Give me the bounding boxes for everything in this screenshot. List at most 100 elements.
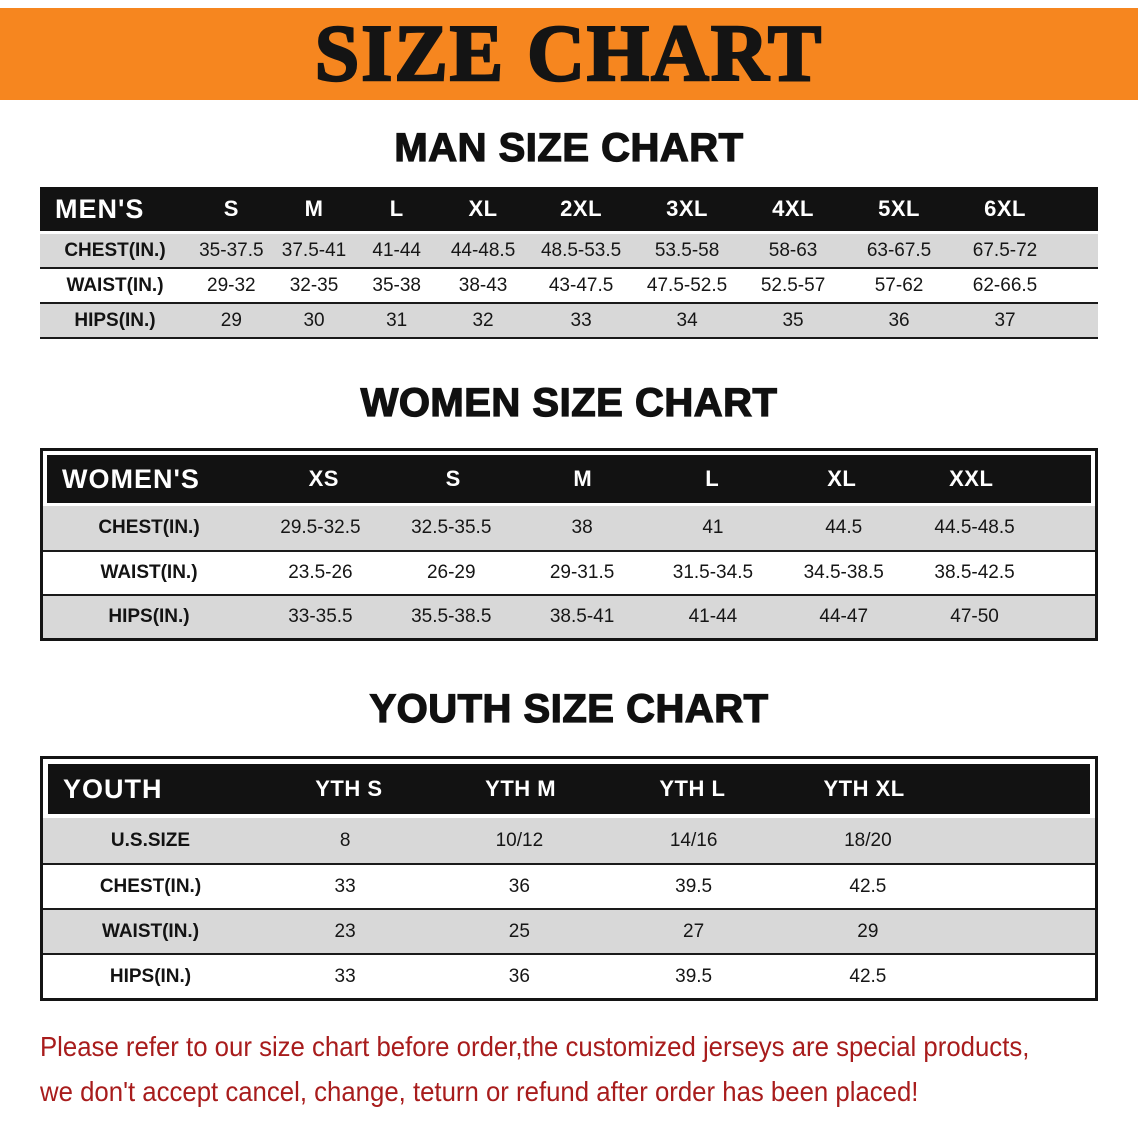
table-row: HIPS(IN.) 33-35.5 35.5-38.5 38.5-41 41-44 44-… — [43, 594, 1095, 638]
value-cell: 35-37.5 — [199, 239, 264, 261]
value-cell: 34 — [676, 309, 698, 331]
table-header-row: WOMEN'S XS S M L XL XXL — [47, 455, 1091, 503]
value-cell: 63-67.5 — [866, 239, 932, 261]
value-cell: 32 — [472, 309, 494, 331]
value-cell: 44-48.5 — [450, 239, 516, 261]
value-cell: 52.5-57 — [760, 274, 826, 296]
table-row: WAIST(IN.) 23 25 27 29 — [43, 908, 1095, 953]
women-size-table: WOMEN'S XS S M L XL XXL CHEST(IN.) 29.5-32.5 32.5… — [40, 448, 1098, 641]
size-column-header: XL — [827, 466, 857, 491]
table-title-cell: YOUTH — [63, 773, 163, 804]
table-title-cell: MEN'S — [55, 193, 145, 224]
value-cell: 32-35 — [289, 274, 339, 296]
size-column-header: M — [304, 196, 324, 221]
value-cell: 36 — [508, 875, 530, 897]
value-cell: 53.5-58 — [654, 239, 720, 261]
value-cell: 35.5-38.5 — [411, 606, 492, 627]
size-column-header: YTH L — [659, 776, 726, 801]
table-row: CHEST(IN.) 35-37.5 37.5-41 41-44 44-48.5 48.5… — [40, 234, 1098, 269]
value-cell: 42.5 — [849, 875, 887, 897]
table-row: WAIST(IN.) 23.5-26 26-29 29-31.5 31.5-34.5 34… — [43, 550, 1095, 594]
size-column-header: 5XL — [878, 196, 920, 221]
size-column-header: M — [573, 466, 593, 491]
table-row: CHEST(IN.) 33 36 39.5 42.5 — [43, 863, 1095, 908]
value-cell: 37 — [994, 309, 1016, 331]
size-column-header: XXL — [949, 466, 994, 491]
banner: SIZE CHART — [0, 8, 1138, 100]
value-cell: 39.5 — [675, 965, 713, 987]
value-cell: 29.5-32.5 — [280, 517, 361, 538]
size-column-header: XL — [468, 196, 498, 221]
value-cell: 36 — [508, 965, 530, 987]
value-cell: 41-44 — [372, 239, 421, 261]
value-cell: 62-66.5 — [972, 274, 1038, 296]
size-column-header: 2XL — [560, 196, 603, 221]
value-cell: 44.5-48.5 — [934, 517, 1015, 538]
value-cell: 36 — [888, 309, 910, 331]
value-cell: 18/20 — [844, 829, 892, 851]
table-row: U.S.SIZE 8 10/12 14/16 18/20 — [43, 818, 1095, 863]
page-title: SIZE CHART — [314, 10, 824, 98]
size-column-header: XS — [308, 466, 339, 491]
row-label-cell: WAIST(IN.) — [100, 562, 198, 583]
value-cell: 23.5-26 — [288, 562, 353, 583]
value-cell: 47.5-52.5 — [646, 274, 728, 296]
table-title-cell: WOMEN'S — [62, 463, 200, 494]
value-cell: 32.5-35.5 — [411, 517, 492, 538]
value-cell: 47-50 — [950, 606, 999, 627]
men-section-heading: MAN SIZE CHART — [394, 125, 744, 170]
value-cell: 39.5 — [675, 875, 713, 897]
row-label-cell: CHEST(IN.) — [98, 517, 200, 538]
value-cell: 33 — [570, 309, 592, 331]
value-cell: 38.5-41 — [549, 606, 615, 627]
table-row: HIPS(IN.) 33 36 39.5 42.5 — [43, 953, 1095, 998]
row-label-cell: U.S.SIZE — [110, 829, 191, 851]
women-section-heading: WOMEN SIZE CHART — [360, 380, 778, 425]
value-cell: 33-35.5 — [288, 606, 353, 627]
value-cell: 38-43 — [458, 274, 508, 296]
value-cell: 29-32 — [207, 274, 256, 296]
value-cell: 58-63 — [768, 239, 818, 261]
notice-line-1: Please refer to our size chart before or… — [40, 1031, 1030, 1062]
row-label-cell: HIPS(IN.) — [74, 309, 156, 331]
size-column-header: YTH XL — [823, 776, 905, 801]
value-cell: 44.5 — [825, 517, 863, 538]
table-header-row: MEN'S S M L XL 2XL 3XL 4XL 5XL 6XL — [40, 187, 1098, 231]
value-cell: 41 — [702, 517, 724, 538]
row-label-cell: WAIST(IN.) — [101, 920, 200, 942]
value-cell: 30 — [303, 309, 325, 331]
table-header-row: YOUTH YTH S YTH M YTH L YTH XL — [48, 764, 1090, 814]
value-cell: 33 — [334, 875, 356, 897]
value-cell: 48.5-53.5 — [540, 239, 622, 261]
table-row: HIPS(IN.) 29 30 31 32 33 34 35 36 37 — [40, 304, 1098, 339]
value-cell: 35 — [782, 309, 804, 331]
value-cell: 23 — [334, 920, 356, 942]
value-cell: 25 — [508, 920, 530, 942]
women-section: WOMEN SIZE CHART WOMEN'S XS S M L XL XXL CHEST(… — [0, 380, 1138, 641]
row-label-cell: HIPS(IN.) — [108, 606, 190, 627]
value-cell: 38 — [571, 517, 593, 538]
size-column-header: YTH S — [315, 776, 383, 801]
value-cell: 42.5 — [849, 965, 887, 987]
value-cell: 44-47 — [819, 606, 869, 627]
value-cell: 29 — [220, 309, 242, 331]
value-cell: 14/16 — [669, 829, 718, 851]
value-cell: 35-38 — [372, 274, 421, 296]
size-column-header: 4XL — [772, 196, 814, 221]
men-size-table: MEN'S S M L XL 2XL 3XL 4XL 5XL 6XL CHEST(IN.) 35-37… — [40, 187, 1098, 339]
size-column-header: 6XL — [984, 196, 1026, 221]
youth-size-table: YOUTH YTH S YTH M YTH L YTH XL U.S.SIZE 8 10/12… — [40, 756, 1098, 1001]
notice-line-2: we don't accept cancel, change, teturn o… — [40, 1076, 919, 1108]
size-column-header: S — [223, 196, 239, 221]
youth-section: YOUTH SIZE CHART YOUTH YTH S YTH M YTH L YTH… — [0, 686, 1138, 1001]
size-column-header: YTH M — [485, 776, 557, 801]
value-cell: 67.5-72 — [972, 239, 1038, 261]
value-cell: 41-44 — [688, 606, 738, 627]
value-cell: 31.5-34.5 — [672, 562, 754, 583]
youth-section-heading: YOUTH SIZE CHART — [369, 686, 769, 731]
value-cell: 43-47.5 — [548, 274, 614, 296]
size-column-header: L — [389, 196, 404, 221]
value-cell: 57-62 — [874, 274, 924, 296]
table-row: CHEST(IN.) 29.5-32.5 32.5-35.5 38 41 44.5 44.5… — [43, 506, 1095, 550]
